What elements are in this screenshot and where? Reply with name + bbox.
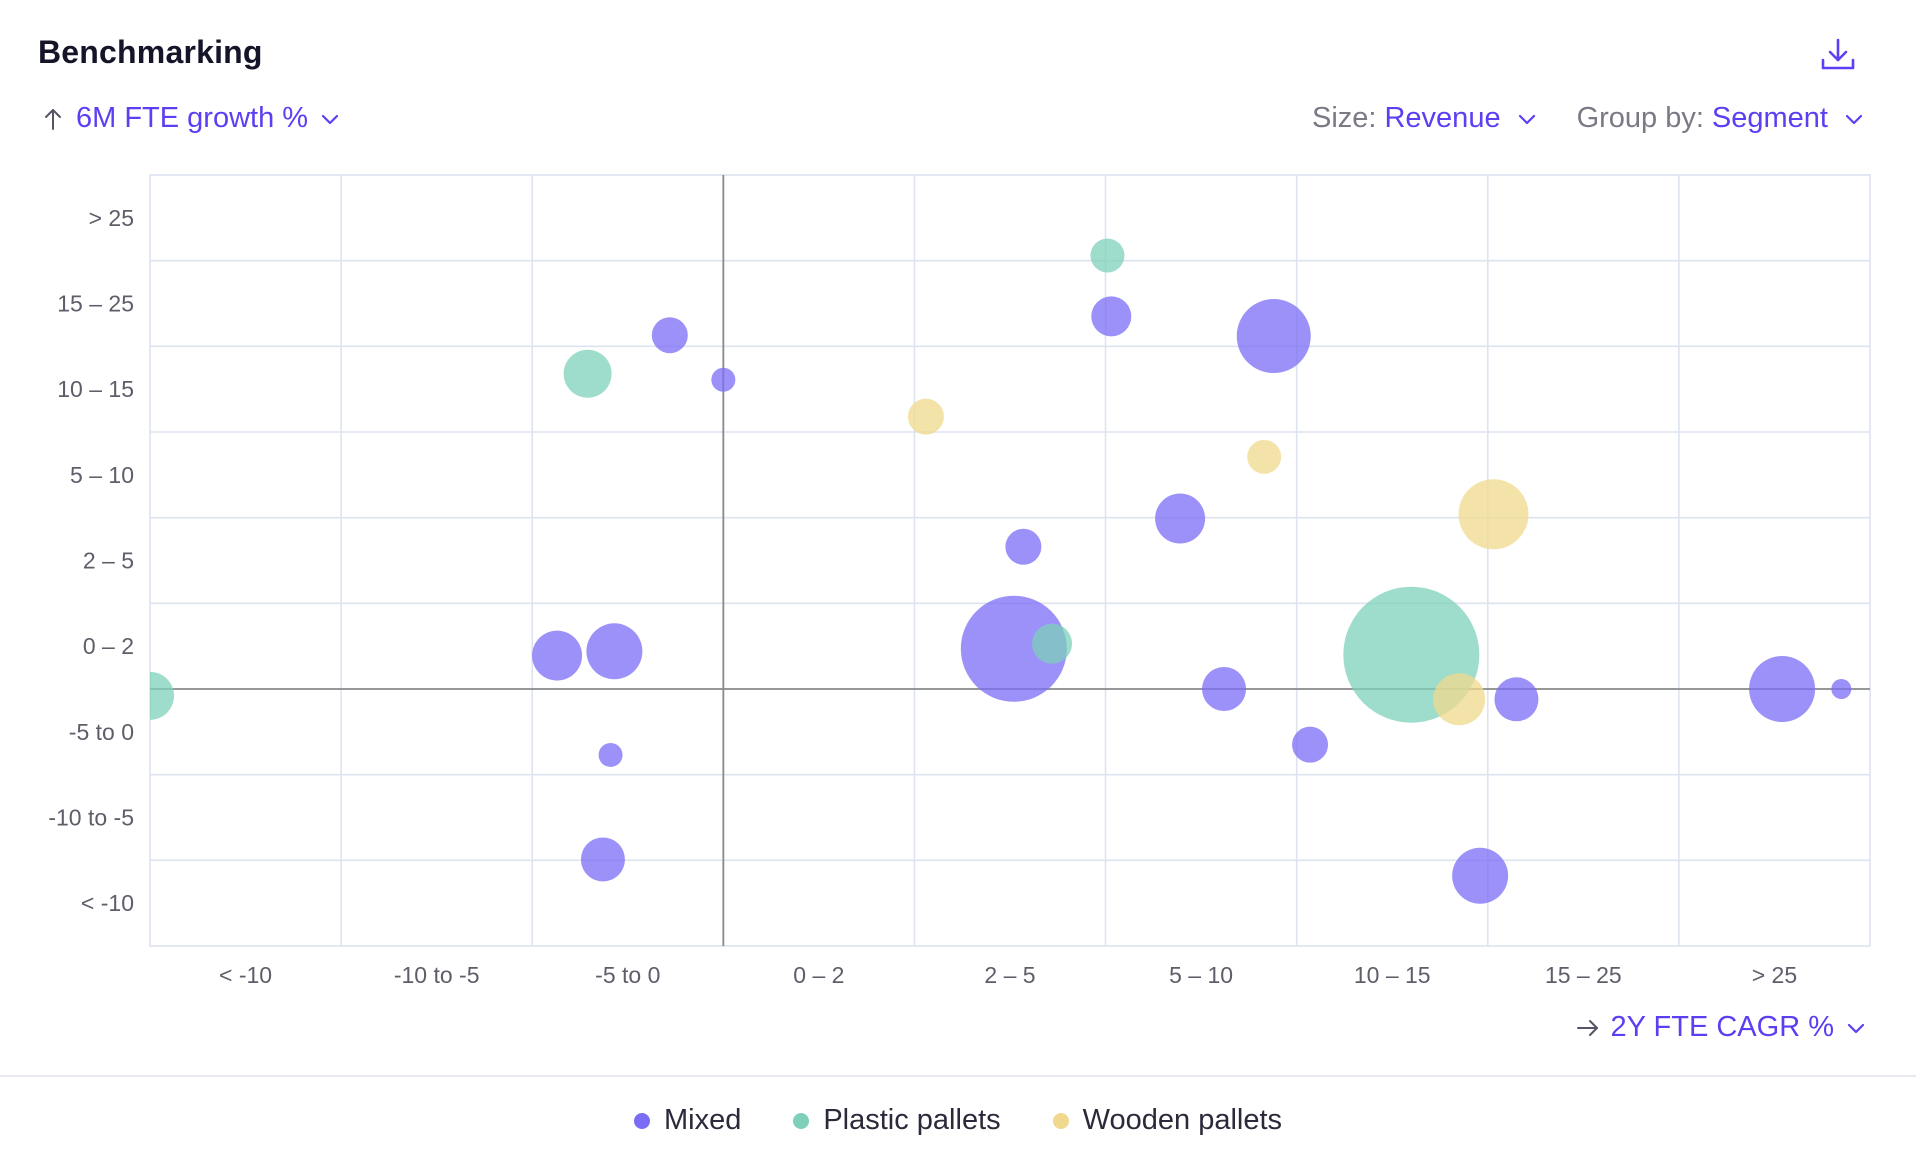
bubble-mixed[interactable] bbox=[1831, 679, 1852, 699]
legend-item-plastic-pallets[interactable]: Plastic pallets bbox=[793, 1104, 1001, 1137]
size-selector[interactable]: Size: Revenue bbox=[1312, 102, 1539, 135]
bubble-mixed[interactable] bbox=[1452, 847, 1509, 904]
card-title: Benchmarking bbox=[38, 34, 263, 70]
bubble-mixed[interactable] bbox=[1005, 528, 1042, 565]
y-axis-selector[interactable]: 6M FTE growth % bbox=[40, 102, 342, 135]
x-tick-label: < -10 bbox=[219, 962, 272, 988]
x-tick-label: > 25 bbox=[1752, 962, 1797, 988]
bubble-mixed[interactable] bbox=[1202, 667, 1247, 711]
legend: Mixed Plastic pallets Wooden pallets bbox=[0, 1104, 1916, 1137]
bubble-mixed[interactable] bbox=[586, 623, 643, 680]
y-tick-label: -5 to 0 bbox=[69, 719, 134, 745]
y-tick-label: < -10 bbox=[81, 890, 134, 916]
bubble-mixed[interactable] bbox=[1155, 493, 1206, 544]
bubble-mixed[interactable] bbox=[960, 595, 1067, 702]
bubble-wooden-pallets[interactable] bbox=[907, 398, 944, 435]
legend-dot bbox=[633, 1112, 650, 1129]
chevron-down-icon bbox=[1518, 114, 1535, 124]
legend-label: Wooden pallets bbox=[1082, 1104, 1283, 1136]
bubble-wooden-pallets[interactable] bbox=[1247, 439, 1282, 474]
bubble-plastic-pallets[interactable] bbox=[1090, 238, 1125, 273]
bubble-wooden-pallets[interactable] bbox=[1458, 479, 1529, 550]
y-tick-label: 2 – 5 bbox=[83, 548, 134, 574]
legend-item-mixed[interactable]: Mixed bbox=[633, 1104, 742, 1137]
group-by-selector[interactable]: Group by: Segment bbox=[1577, 102, 1866, 135]
y-tick-label: 5 – 10 bbox=[70, 462, 134, 488]
bubble-mixed[interactable] bbox=[598, 742, 623, 767]
legend-dot bbox=[793, 1112, 810, 1129]
chevron-down-icon bbox=[321, 114, 339, 124]
divider bbox=[0, 1075, 1916, 1077]
x-axis-label: 2Y FTE CAGR % bbox=[1610, 1011, 1834, 1043]
x-tick-label: -10 to -5 bbox=[394, 962, 480, 988]
x-tick-label: -5 to 0 bbox=[595, 962, 660, 988]
x-tick-label: 15 – 25 bbox=[1545, 962, 1622, 988]
plot-border bbox=[149, 174, 1871, 947]
y-tick-label: > 25 bbox=[89, 205, 134, 231]
bubble-mixed[interactable] bbox=[711, 367, 736, 392]
arrow-up-icon bbox=[45, 108, 61, 130]
bubble-mixed[interactable] bbox=[1236, 299, 1311, 374]
chevron-down-icon bbox=[1845, 114, 1863, 124]
bubble-mixed[interactable] bbox=[1091, 296, 1132, 337]
legend-label: Plastic pallets bbox=[823, 1104, 1001, 1136]
x-axis-selector[interactable]: 2Y FTE CAGR % bbox=[1575, 1011, 1868, 1044]
group-by-label: Group by: bbox=[1576, 102, 1704, 134]
y-tick-label: -10 to -5 bbox=[48, 805, 134, 831]
bubble-mixed[interactable] bbox=[580, 837, 625, 882]
chevron-down-icon bbox=[1847, 1023, 1865, 1033]
bubble-layer bbox=[126, 238, 1852, 904]
y-tick-label: 0 – 2 bbox=[83, 633, 134, 659]
size-value: Revenue bbox=[1384, 102, 1501, 134]
legend-item-wooden-pallets[interactable]: Wooden pallets bbox=[1052, 1104, 1283, 1137]
arrow-right-icon bbox=[1576, 1019, 1598, 1036]
bubble-mixed[interactable] bbox=[532, 630, 583, 681]
group-by-value: Segment bbox=[1711, 102, 1828, 134]
download-button[interactable] bbox=[1818, 34, 1858, 74]
legend-label: Mixed bbox=[663, 1104, 742, 1136]
chart-controls: Size: Revenue Group by: Segment bbox=[1312, 102, 1866, 135]
bubble-chart: < -10 -10 to -5 -5 to 0 0 – 2 2 – 5 5 – 10 10 … bbox=[48, 174, 1871, 988]
x-tick-label: 2 – 5 bbox=[984, 962, 1035, 988]
legend-dot bbox=[1052, 1112, 1069, 1129]
bubble-plastic-pallets[interactable] bbox=[126, 671, 174, 720]
bubble-plastic-pallets[interactable] bbox=[563, 349, 612, 398]
bubble-wooden-pallets[interactable] bbox=[1433, 673, 1486, 726]
bubble-mixed[interactable] bbox=[1494, 677, 1539, 722]
size-label: Size: bbox=[1312, 102, 1377, 134]
download-icon bbox=[1821, 38, 1855, 70]
x-tick-label: 5 – 10 bbox=[1169, 962, 1233, 988]
bubble-mixed[interactable] bbox=[1749, 656, 1816, 722]
y-tick-label: 10 – 15 bbox=[57, 376, 134, 402]
y-tick-label: 15 – 25 bbox=[57, 291, 134, 317]
x-tick-label: 0 – 2 bbox=[793, 962, 844, 988]
x-tick-label: 10 – 15 bbox=[1354, 962, 1431, 988]
bubble-plastic-pallets[interactable] bbox=[1032, 623, 1073, 664]
y-axis-label: 6M FTE growth % bbox=[76, 102, 309, 134]
bubble-mixed[interactable] bbox=[1292, 726, 1329, 763]
bubble-mixed[interactable] bbox=[651, 317, 688, 354]
